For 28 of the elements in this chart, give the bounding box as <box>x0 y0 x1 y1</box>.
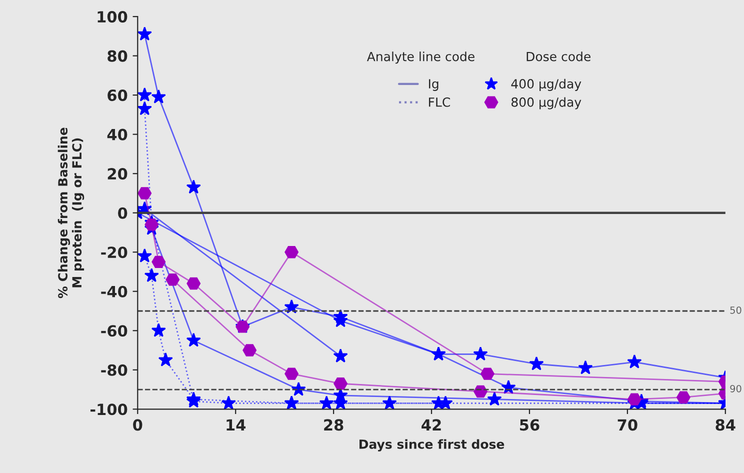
annotation: Analyte line code <box>366 52 474 64</box>
y-axis-title: % Change from Baseline M protein (Ig or FLC) <box>58 128 84 298</box>
annotation: Dose code <box>526 52 590 62</box>
y-tick-label: 0 <box>118 207 128 219</box>
y-tick-label: 60 <box>108 90 128 102</box>
x-tick-label: 0 <box>133 419 142 431</box>
x-tick-label: 14 <box>226 419 246 430</box>
y-tick-label: 20 <box>108 168 128 180</box>
x-tick-label: 56 <box>520 419 540 431</box>
y-tick-label: -80 <box>101 364 128 376</box>
legend-label: 800 µg/day <box>511 97 582 110</box>
annotation: 90 <box>730 384 742 392</box>
y-tick-label: -60 <box>101 325 128 337</box>
x-tick-label: 84 <box>716 419 736 431</box>
y-tick-label: -100 <box>90 404 128 416</box>
y-tick-label: 100 <box>98 11 128 23</box>
y-tick-label: 40 <box>107 128 128 140</box>
y-tick-label: -40 <box>101 286 128 298</box>
y-tick-label: -20 <box>101 246 128 258</box>
x-tick-label: 42 <box>422 419 441 430</box>
x-tick-label: 70 <box>618 419 638 431</box>
legend-label: 400 µg/day <box>511 78 582 91</box>
x-tick-label: 28 <box>324 419 344 431</box>
annotation: 50 <box>730 306 742 314</box>
legend-label: FLC <box>428 97 450 107</box>
x-axis-title: Days since first dose <box>360 439 504 452</box>
y-tick-label: 80 <box>108 50 128 62</box>
legend-label: Ig <box>428 79 438 91</box>
